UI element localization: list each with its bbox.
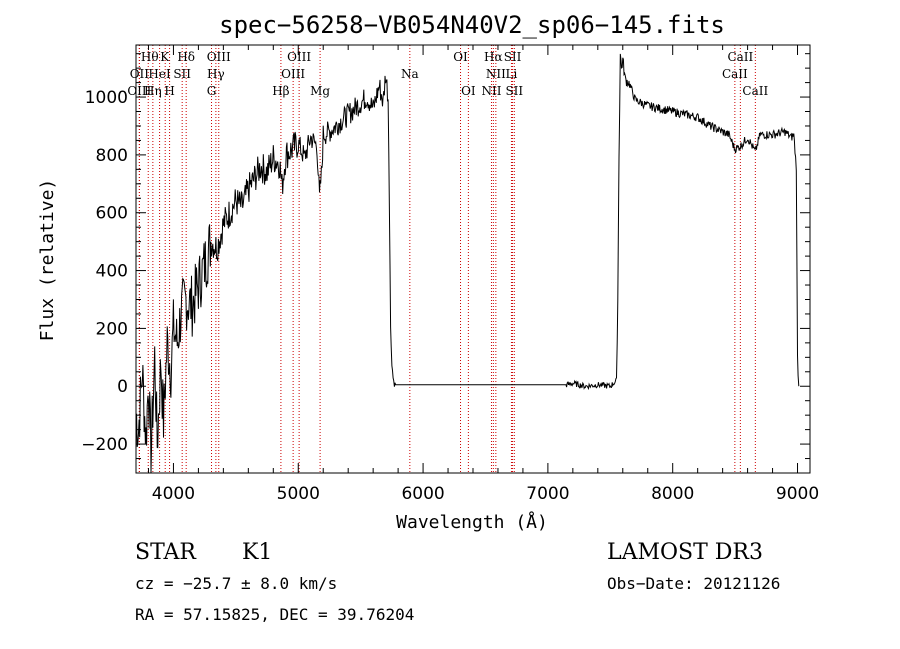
emission-line-label: NII — [481, 84, 501, 98]
ra-dec: RA = 57.15825, DEC = 39.76204 — [135, 605, 414, 624]
plot-frame — [135, 44, 811, 474]
object-subclass: K1 — [242, 540, 272, 565]
emission-line-label: Mg — [310, 84, 330, 98]
emission-line-label: OIII — [127, 84, 151, 98]
emission-line-label: K — [160, 50, 170, 64]
emission-line-label: Li — [506, 67, 518, 81]
emission-line-label: CaII — [742, 84, 768, 98]
y-axis-ticks: −200 0 200 400 600 800 1000 — [81, 53, 810, 460]
x-tick-label: 8000 — [651, 484, 694, 504]
emission-line-label: Na — [401, 67, 419, 81]
emission-line-label: CaII — [727, 50, 753, 64]
object-type: STAR — [135, 540, 197, 565]
y-axis-label: Flux (relative) — [37, 179, 58, 342]
x-tick-label: 5000 — [277, 484, 320, 504]
emission-line-label: HeI — [148, 67, 171, 81]
spectrum-line — [135, 53, 800, 474]
x-tick-label: 4000 — [152, 484, 195, 504]
emission-line-label: Hδ — [177, 50, 195, 64]
emission-line-label: H — [164, 84, 174, 98]
y-tick-label: 400 — [96, 262, 128, 282]
y-tick-label: 0 — [117, 377, 128, 397]
y-tick-label: 1000 — [85, 88, 128, 108]
emission-line-label: OI — [453, 50, 468, 64]
x-tick-label: 6000 — [401, 484, 444, 504]
y-tick-label: 800 — [96, 146, 128, 166]
emission-line-label: SII — [173, 67, 191, 81]
emission-line-label: OIII — [207, 50, 231, 64]
y-tick-label: −200 — [81, 435, 128, 455]
emission-line-label: OIII — [287, 50, 311, 64]
emission-line-label: Hη — [144, 84, 162, 98]
emission-line-label: SII — [505, 84, 523, 98]
emission-line-label: NII — [486, 67, 506, 81]
emission-line-label: G — [207, 84, 217, 98]
y-tick-label: 200 — [96, 319, 128, 339]
emission-line-markers — [138, 45, 756, 473]
x-axis-label: Wavelength (Å) — [396, 511, 548, 533]
x-tick-label: 9000 — [776, 484, 819, 504]
emission-line-label: Hθ — [141, 50, 159, 64]
emission-line-label: OIII — [281, 67, 305, 81]
cz-value: cz = −25.7 ± 8.0 km/s — [135, 574, 337, 593]
y-tick-label: 600 — [96, 204, 128, 224]
emission-line-label: Hγ — [207, 67, 225, 81]
emission-line-label: Hβ — [272, 84, 289, 98]
emission-line-label: SII — [504, 50, 522, 64]
chart-title: spec−56258−VB054N40V2_sp06−145.fits — [219, 11, 725, 39]
emission-line-label: OI — [461, 84, 476, 98]
emission-line-label: Hα — [484, 50, 503, 64]
emission-line-label: CaII — [722, 67, 748, 81]
survey-name: LAMOST DR3 — [607, 540, 763, 565]
emission-line-label: OII — [130, 67, 150, 81]
obs-date: Obs−Date: 20121126 — [607, 574, 780, 593]
x-tick-label: 7000 — [526, 484, 569, 504]
x-axis-ticks: 4000 5000 6000 7000 8000 9000 — [147, 45, 819, 504]
